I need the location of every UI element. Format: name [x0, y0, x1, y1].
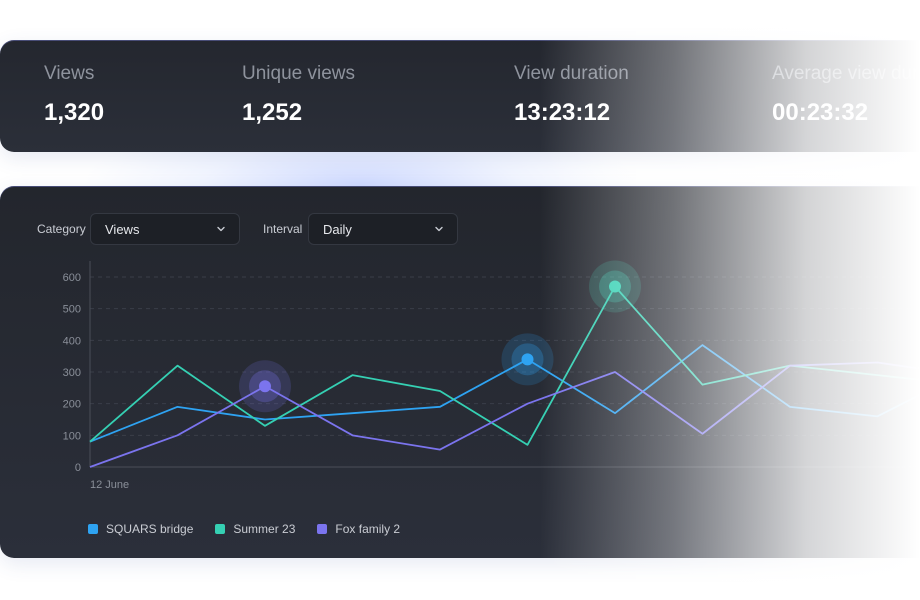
legend-label: Fox family 2	[335, 522, 401, 536]
stats-panel: Views 1,320 Unique views 1,252 View dura…	[0, 40, 920, 152]
chevron-down-icon	[435, 226, 443, 232]
highlight-point	[259, 380, 271, 393]
highlight-point	[521, 353, 534, 366]
interval-label: Interval	[263, 222, 303, 236]
legend-item: SQUARS bridge	[88, 522, 193, 536]
y-tick-label: 100	[63, 430, 81, 442]
y-tick-label: 400	[63, 335, 81, 347]
legend-swatch	[317, 524, 328, 534]
category-dropdown[interactable]: Views	[90, 213, 240, 245]
series-line-2	[89, 361, 920, 468]
legend-label: Summer 23	[233, 522, 296, 536]
stat-value: 1,320	[44, 99, 105, 126]
stat-label: Average view duration	[772, 63, 920, 84]
stat-views: Views 1,320	[44, 63, 104, 127]
stat-value: 1,252	[242, 99, 303, 126]
stat-view-duration: View duration 13:23:12	[514, 63, 629, 127]
legend-label: SQUARS bridge	[106, 522, 194, 536]
y-tick-label: 200	[63, 399, 81, 411]
stat-label: View duration	[514, 63, 629, 84]
legend-swatch	[215, 524, 226, 534]
y-tick-label: 300	[63, 367, 81, 379]
category-label: Category	[37, 222, 86, 236]
stat-label: Views	[44, 63, 95, 84]
y-tick-label: 500	[63, 304, 81, 316]
x-tick-label: 12 June	[90, 479, 129, 491]
legend-item: Fox family 2	[317, 522, 400, 536]
stat-label: Unique views	[242, 63, 355, 84]
legend-item: Summer 23	[215, 522, 295, 536]
stat-average-view-duration: Average view duration 00:23:32	[772, 63, 920, 127]
interval-dropdown[interactable]: Daily	[308, 213, 458, 245]
chart-panel: Category Views Interval Daily 0 100 200 300…	[0, 186, 920, 558]
chart-legend: SQUARS bridge Summer 23 Fox family 2	[88, 522, 400, 536]
y-tick-label: 600	[63, 272, 81, 284]
stat-value: 00:23:32	[772, 99, 869, 126]
category-value: Views	[105, 221, 140, 237]
line-chart: 0 100 200 300 400 500 600 12 June	[63, 260, 920, 491]
chevron-down-icon	[217, 226, 225, 232]
interval-value: Daily	[323, 221, 352, 237]
stat-unique-views: Unique views 1,252	[242, 63, 355, 127]
stat-value: 13:23:12	[514, 99, 611, 126]
legend-swatch	[88, 524, 98, 534]
y-tick-label: 0	[75, 462, 81, 474]
highlight-point	[609, 280, 621, 293]
